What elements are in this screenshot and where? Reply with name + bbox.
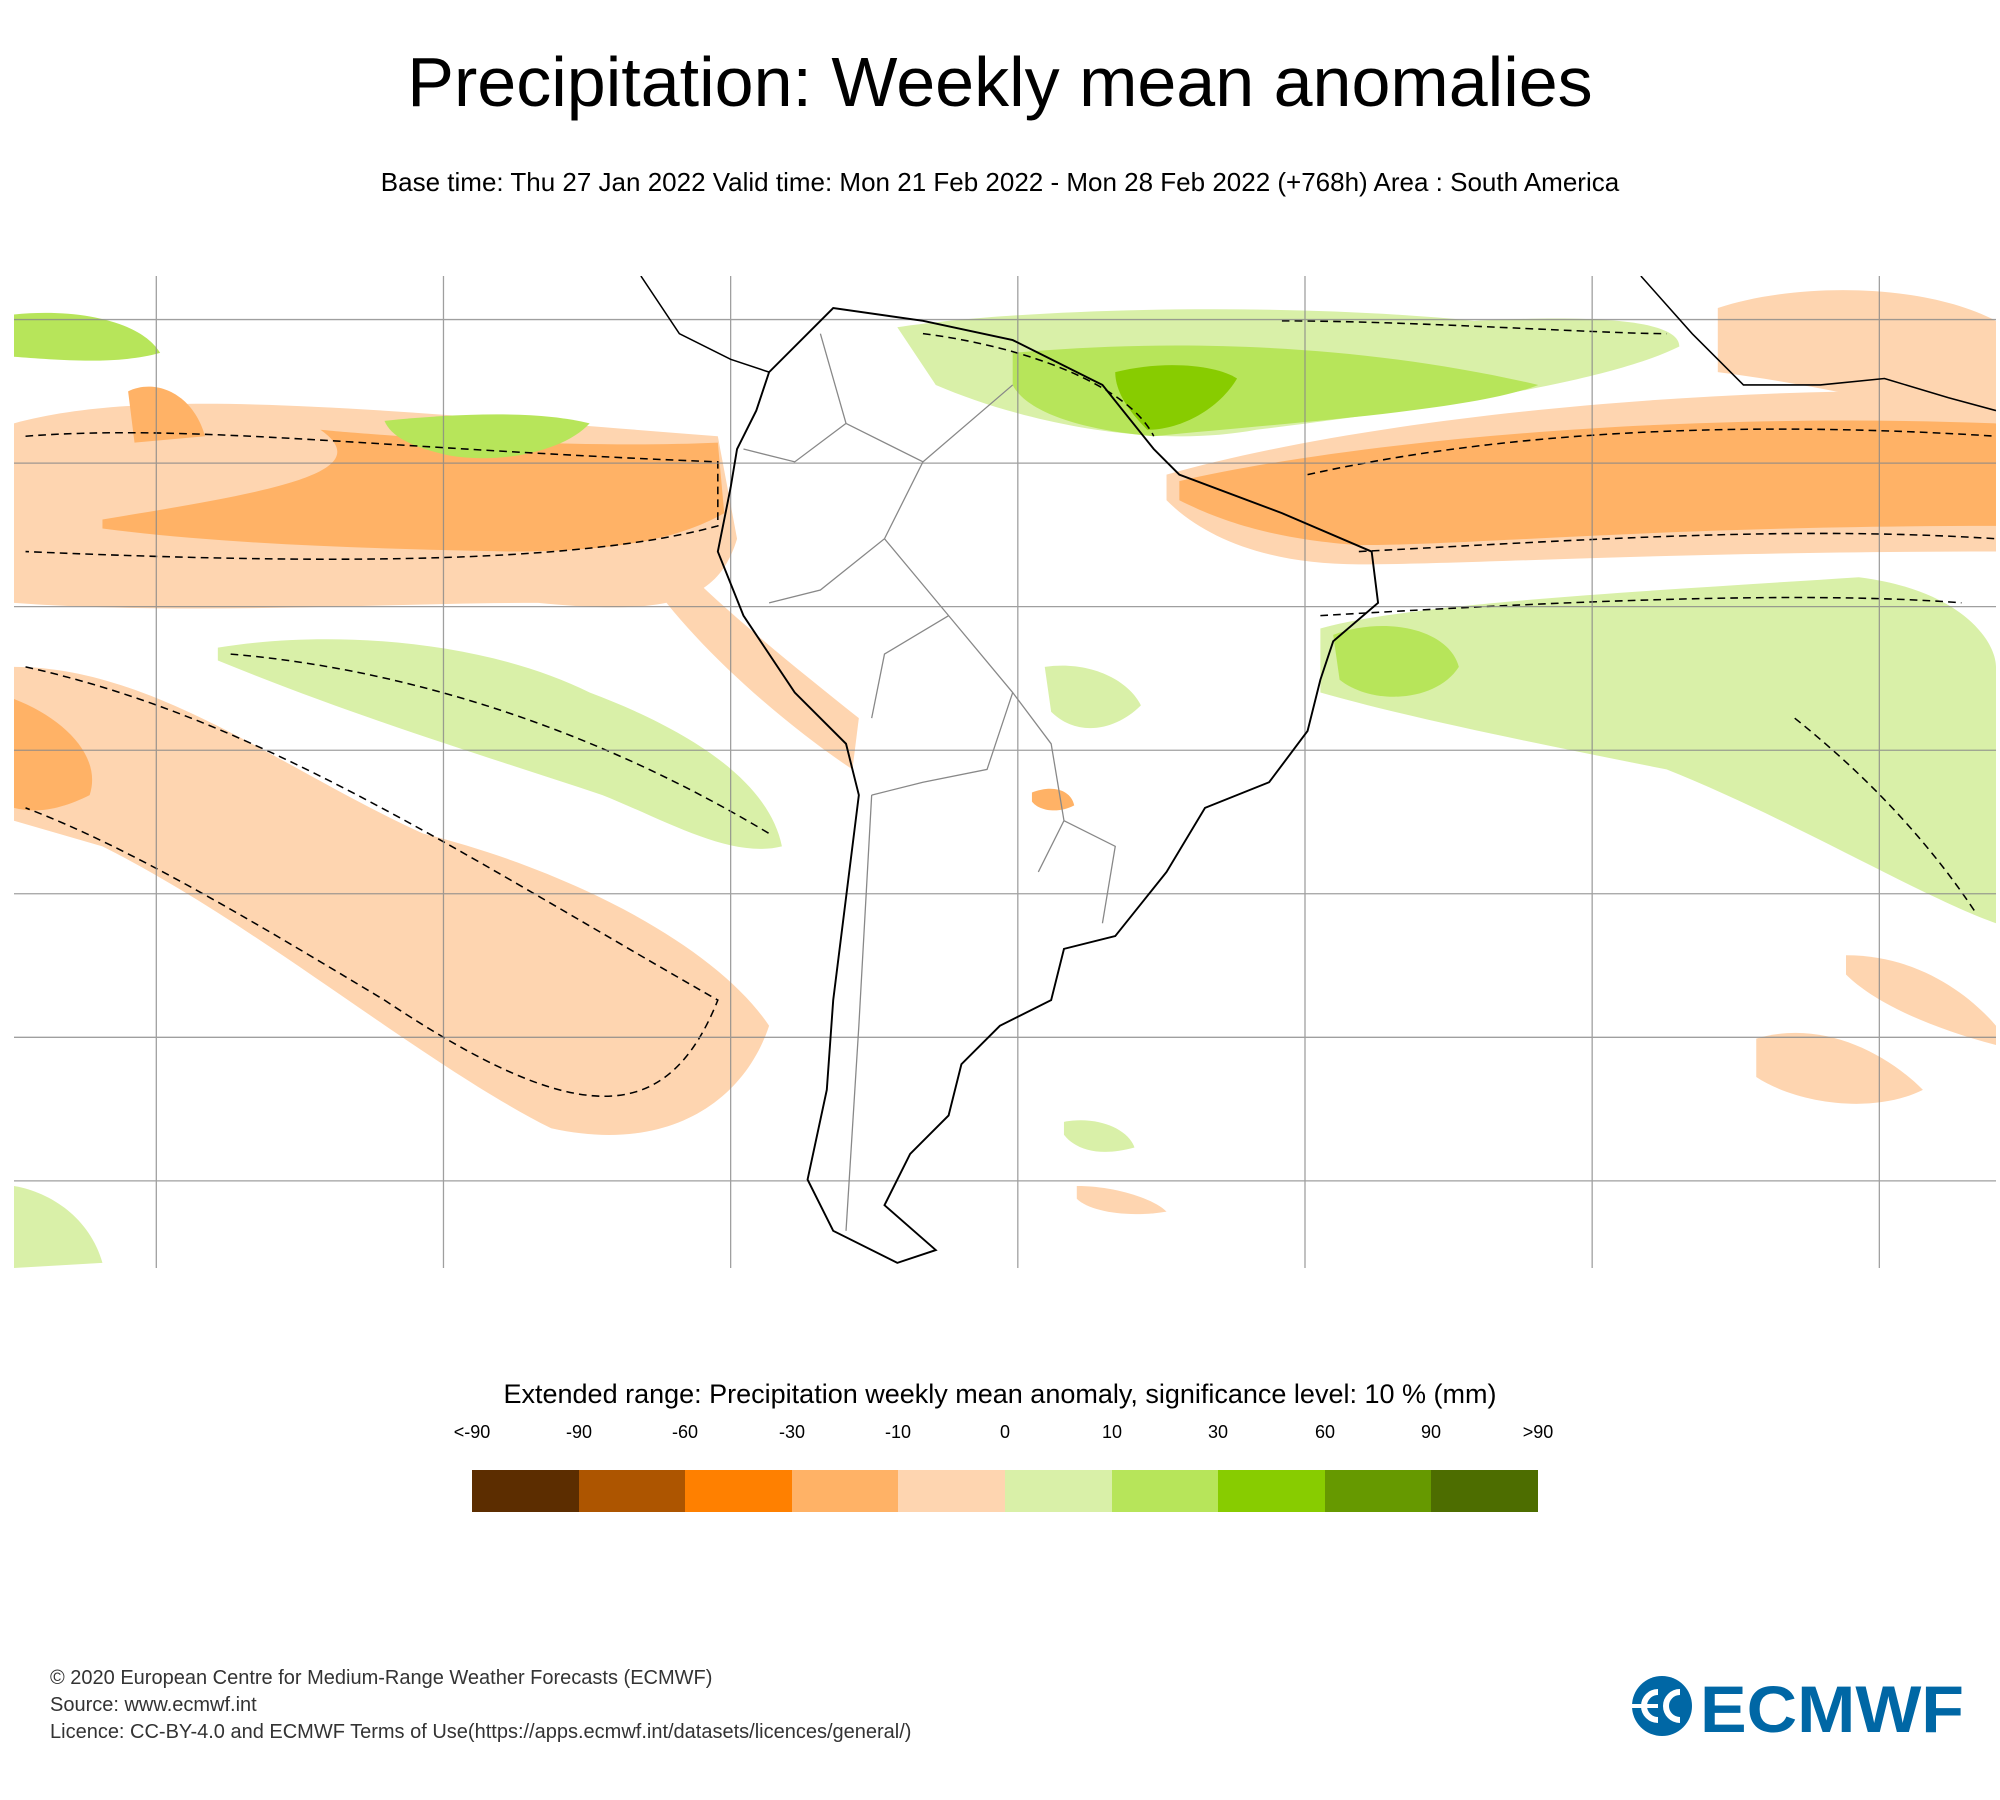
svg-text:ECMWF: ECMWF [1700,1674,1964,1738]
legend-swatch-9 [1431,1470,1538,1512]
legend-tick: 30 [1207,1422,1229,1442]
legend-tick: 60 [1314,1422,1336,1442]
legend-swatch-5 [1004,1470,1112,1512]
anomaly-region-africa-dry [1717,290,1996,424]
legend-tick: 0 [999,1422,1011,1442]
legend-swatch-8 [1324,1470,1432,1512]
anomaly-region-pacific-wet-diagonal [217,639,782,849]
legend-tick: -60 [671,1422,699,1442]
footer-source: Source: www.ecmwf.int [50,1694,257,1716]
anomaly-shading [14,290,1996,1268]
legend-tick: -10 [884,1422,912,1442]
anomaly-region-sw-wet [14,1185,103,1268]
ecmwf-logo: ECMWF [1630,1674,1964,1738]
anomaly-region-paraguay-dry [1031,788,1075,811]
legend-title: Extended range: Precipitation weekly mea… [503,1379,1497,1409]
anomaly-region-atlantic-dry-core [1179,420,1996,546]
anomaly-region-north-wet-core [1115,365,1238,430]
page-title: Precipitation: Weekly mean anomalies [407,43,1593,121]
footer-licence: Licence: CC-BY-4.0 and ECMWF Terms of Us… [50,1721,912,1743]
country-borders [743,333,1116,1231]
legend-swatch-6 [1111,1470,1219,1512]
anomaly-region-sw-pacific-dry [14,666,770,1135]
legend-swatch-2 [685,1470,792,1512]
subtitle: Base time: Thu 27 Jan 2022 Valid time: M… [380,167,1620,197]
anomaly-region-inland-wet [1044,665,1141,729]
anomaly-region-se-edge-dry [1846,955,1996,1045]
anomaly-region-nw-wet [14,312,161,361]
legend-tick: -90 [565,1422,593,1442]
south-america-coastline [716,307,1380,1264]
anomaly-region-west-pacific-dry-core [102,429,725,552]
legend-tick: 90 [1420,1422,1442,1442]
legend-tick: <-90 [453,1422,491,1442]
anomaly-region-south-wet [1063,1120,1135,1152]
anomaly-region-nw-dry-core [128,386,206,443]
anomaly-region-se-dry [1756,1032,1923,1104]
significance-contours [25,320,1996,1098]
legend-tick: -30 [778,1422,806,1442]
footer-copyright: © 2020 European Centre for Medium-Range … [50,1667,713,1689]
anomaly-region-south-dry [1076,1185,1167,1215]
legend-swatch-3 [791,1470,899,1512]
anomaly-region-atlantic-wet-core [1333,626,1459,697]
africa-coastline [1640,276,1996,412]
legend-colorbar [472,1470,1538,1512]
central-america-coastline [640,276,770,373]
legend-tick: >90 [1522,1422,1554,1442]
legend-swatch-7 [1218,1470,1325,1512]
legend-tick: 10 [1101,1422,1123,1442]
legend-swatch-4 [898,1470,1005,1512]
precipitation-anomaly-map [14,276,1996,1268]
anomaly-region-sw-edge-dry-core [14,698,93,811]
legend-swatch-1 [578,1470,686,1512]
graticule [14,276,1996,1268]
anomaly-region-coast-dry [666,564,859,770]
legend-swatch-0 [472,1470,579,1512]
